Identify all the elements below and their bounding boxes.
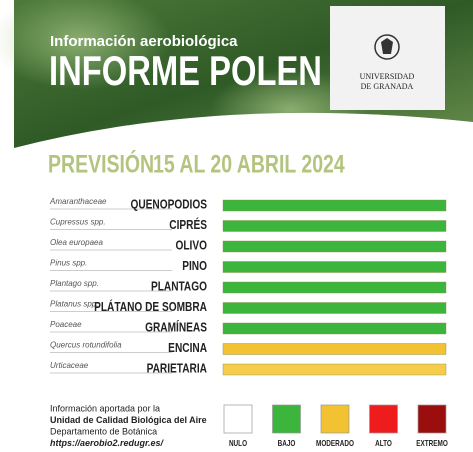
legend-swatch [418, 405, 446, 433]
scientific-name: Plantago spp. [50, 279, 99, 288]
legend-label: ALTO [375, 438, 392, 448]
level-bar [223, 241, 446, 252]
rows: Amaranthaceae QUENOPODIOS Cupressus spp. CI… [49, 197, 446, 376]
level-bar [223, 344, 446, 355]
scientific-name: Pinus spp. [50, 259, 87, 268]
common-name: QUENOPODIOS [130, 197, 207, 211]
common-name: ENCINA [168, 341, 207, 355]
title: INFORME POLEN [49, 47, 322, 94]
level-bar [223, 364, 446, 375]
scientific-name: Amaranthaceae [49, 197, 107, 206]
common-name: PINO [182, 259, 207, 273]
level-bar [223, 303, 446, 314]
scientific-name: Olea europaea [50, 238, 103, 247]
level-bar [223, 282, 446, 293]
footer-line: Departamento de Botánica [50, 426, 157, 436]
legend-swatch [370, 405, 398, 433]
common-name: GRAMÍNEAS [145, 320, 207, 334]
legend-label: EXTREMO [416, 438, 448, 448]
infographic: Información aerobiológica INFORME POLEN … [0, 0, 473, 452]
header: Información aerobiológica INFORME POLEN … [0, 0, 473, 160]
level-bar [223, 323, 446, 334]
footer-line: Unidad de Calidad Biológica del Aire [50, 415, 207, 425]
legend-swatch [224, 405, 252, 433]
scientific-name: Urticaceae [50, 361, 89, 370]
level-bar [223, 221, 446, 232]
legend: NULO BAJO MODERADO ALTO EXTREMO [224, 405, 448, 448]
legend-swatch [321, 405, 349, 433]
scientific-name: Quercus rotundifolia [50, 341, 122, 350]
common-name: PLÁTANO DE SOMBRA [94, 300, 207, 314]
university-line: DE GRANADA [361, 82, 414, 91]
common-name: OLIVO [175, 238, 207, 252]
scientific-name: Platanus spp. [50, 300, 98, 309]
legend-swatch [273, 405, 301, 433]
footer: Información aportada por la Unidad de Cal… [50, 403, 207, 448]
footer-line: https://aerobio2.redugr.es/ [50, 438, 165, 448]
level-bar [223, 262, 446, 273]
legend-label: MODERADO [316, 438, 354, 448]
legend-label: NULO [229, 438, 247, 448]
scientific-name: Cupressus spp. [50, 218, 106, 227]
forecast-label: PREVISIÓN [48, 150, 154, 178]
university-line: UNIVERSIDAD [360, 72, 415, 81]
scientific-name: Poaceae [50, 320, 82, 329]
forecast-dates: 15 AL 20 ABRIL 2024 [153, 150, 345, 178]
legend-label: BAJO [278, 438, 296, 448]
common-name: PARIETARIA [147, 361, 208, 375]
common-name: PLANTAGO [151, 279, 207, 293]
common-name: CIPRÉS [169, 218, 207, 232]
logo-box [330, 6, 445, 110]
level-bar [223, 200, 446, 211]
footer-line: Información aportada por la [50, 403, 160, 413]
